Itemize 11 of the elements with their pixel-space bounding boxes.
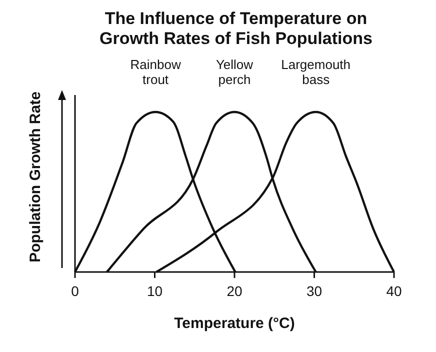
x-tick-label: 0 (71, 283, 80, 299)
text: Rainbow trout (130, 57, 182, 87)
text: Largemouth bass (281, 57, 351, 87)
x-tick-label: 30 (306, 283, 322, 299)
y-axis-title: Population Growth Rate (27, 92, 44, 262)
text: Yellow perch (216, 57, 254, 87)
x-tick-label: 40 (386, 283, 402, 299)
chart-title: The Influence of Temperature on Growth Rates of Fish Populations (100, 9, 372, 48)
x-axis-title: Temperature (°C) (174, 315, 295, 332)
x-tick-label: 10 (146, 283, 163, 299)
x-tick-label: 20 (226, 283, 242, 299)
